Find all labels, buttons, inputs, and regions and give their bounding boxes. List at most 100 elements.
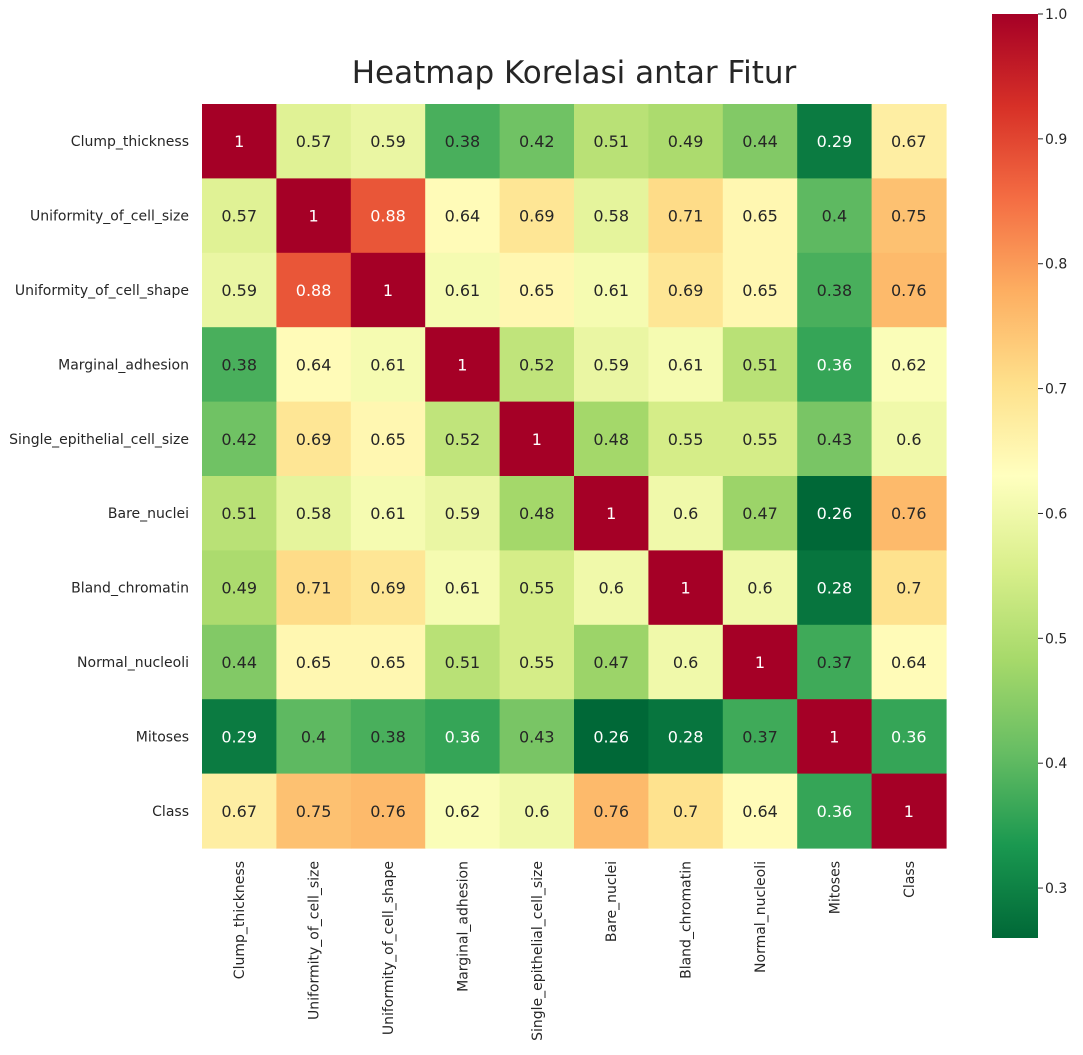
colorbar-tick-label: 0.4 bbox=[1045, 756, 1067, 772]
heatmap-cell bbox=[722, 476, 798, 551]
heatmap-cell bbox=[722, 773, 798, 849]
heatmap-cell bbox=[276, 550, 352, 626]
cell-value-label: 0.61 bbox=[370, 504, 406, 523]
colorbar-tick-label: 0.5 bbox=[1045, 631, 1067, 647]
cell-value-label: 0.69 bbox=[668, 281, 704, 300]
heatmap-cell bbox=[871, 773, 947, 849]
cell-value-label: 0.7 bbox=[896, 579, 921, 598]
cell-value-label: 0.69 bbox=[370, 579, 406, 598]
heatmap-cell bbox=[871, 104, 947, 179]
heatmap-cell bbox=[425, 773, 501, 849]
heatmap-cell bbox=[499, 104, 575, 179]
heatmap-cell bbox=[425, 104, 501, 179]
heatmap-cell bbox=[202, 476, 277, 551]
cell-value-label: 0.28 bbox=[817, 579, 853, 598]
cell-value-label: 0.57 bbox=[221, 207, 257, 226]
heatmap-cell bbox=[276, 624, 352, 700]
heatmap-cell bbox=[276, 104, 352, 179]
colorbar-tick-label: 0.8 bbox=[1045, 257, 1067, 273]
heatmap-cell bbox=[425, 699, 501, 775]
row-label: Bare_nuclei bbox=[108, 506, 189, 522]
heatmap-cell bbox=[722, 178, 798, 254]
cell-value-label: 0.44 bbox=[742, 132, 778, 151]
heatmap-cell bbox=[499, 327, 575, 403]
heatmap-cell bbox=[797, 252, 873, 328]
cell-value-label: 0.61 bbox=[370, 355, 406, 374]
cell-value-label: 0.61 bbox=[593, 281, 629, 300]
cell-value-label: 0.62 bbox=[445, 802, 481, 821]
cell-value-label: 0.51 bbox=[593, 132, 629, 151]
heatmap-cell bbox=[202, 773, 277, 849]
heatmap-cell bbox=[499, 699, 575, 775]
cell-value-label: 0.43 bbox=[817, 430, 853, 449]
cell-value-label: 0.7 bbox=[673, 802, 698, 821]
cell-value-label: 0.6 bbox=[524, 802, 549, 821]
cell-value-label: 0.65 bbox=[370, 430, 406, 449]
heatmap-cell bbox=[648, 178, 724, 254]
heatmap-cell bbox=[722, 624, 798, 700]
heatmap-cell bbox=[648, 624, 724, 700]
cell-value-label: 0.42 bbox=[221, 430, 257, 449]
column-label: Marginal_adhesion bbox=[455, 861, 471, 992]
cell-value-label: 0.76 bbox=[370, 802, 406, 821]
heatmap-cell bbox=[648, 699, 724, 775]
chart-title: Heatmap Korelasi antar Fitur bbox=[352, 55, 797, 91]
heatmap-cell bbox=[276, 252, 352, 328]
cell-value-label: 1 bbox=[234, 132, 244, 151]
heatmap-cell bbox=[797, 699, 873, 775]
cell-value-label: 0.6 bbox=[673, 504, 698, 523]
colorbar-tick-label: 0.7 bbox=[1045, 382, 1067, 398]
heatmap-cell bbox=[574, 401, 649, 477]
row-label: Clump_thickness bbox=[71, 134, 189, 150]
colorbar: 0.3 0.4 0.5 0.6 0.7 0.8 0.9 1.0 bbox=[992, 7, 1067, 938]
cell-value-label: 1 bbox=[904, 802, 914, 821]
heatmap-cell bbox=[797, 476, 873, 551]
cell-value-label: 0.49 bbox=[668, 132, 704, 151]
cell-value-label: 0.48 bbox=[593, 430, 629, 449]
cell-value-label: 0.62 bbox=[891, 355, 927, 374]
cell-value-label: 0.59 bbox=[370, 132, 406, 151]
cell-value-label: 0.29 bbox=[817, 132, 853, 151]
heatmap-cells: 1 0.57 0.59 0.38 0.42 0.51 0.49 0.44 0.29 0.67 0.5… bbox=[202, 104, 947, 849]
heatmap-cell bbox=[202, 178, 277, 254]
cell-value-label: 0.47 bbox=[593, 653, 629, 672]
cell-value-label: 0.36 bbox=[817, 355, 853, 374]
cell-value-label: 0.6 bbox=[747, 579, 772, 598]
heatmap-cell bbox=[871, 624, 947, 700]
heatmap-cell bbox=[276, 773, 352, 849]
cell-value-label: 1 bbox=[829, 727, 839, 746]
cell-value-label: 0.88 bbox=[296, 281, 332, 300]
heatmap-cell bbox=[499, 476, 575, 551]
heatmap-cell bbox=[202, 327, 277, 403]
heatmap-cell bbox=[350, 178, 426, 254]
heatmap-cell bbox=[425, 476, 501, 551]
heatmap-cell bbox=[499, 773, 575, 849]
heatmap-cell bbox=[202, 252, 277, 328]
cell-value-label: 0.64 bbox=[742, 802, 778, 821]
cell-value-label: 0.51 bbox=[742, 355, 778, 374]
heatmap-cell bbox=[425, 550, 501, 626]
cell-value-label: 0.76 bbox=[891, 281, 927, 300]
heatmap-cell bbox=[499, 624, 575, 700]
heatmap-cell bbox=[797, 624, 873, 700]
cell-value-label: 1 bbox=[681, 579, 691, 598]
heatmap-cell bbox=[276, 476, 352, 551]
heatmap-cell bbox=[722, 327, 798, 403]
row-label: Normal_nucleoli bbox=[77, 655, 189, 671]
cell-value-label: 0.61 bbox=[445, 281, 481, 300]
heatmap-cell bbox=[722, 550, 798, 626]
heatmap-cell bbox=[797, 401, 873, 477]
cell-value-label: 1 bbox=[309, 207, 319, 226]
cell-value-label: 0.59 bbox=[593, 355, 629, 374]
heatmap-cell bbox=[574, 104, 649, 179]
heatmap-cell bbox=[276, 401, 352, 477]
column-labels: Clump_thickness Uniformity_of_cell_size Un… bbox=[232, 861, 918, 1041]
heatmap-cell bbox=[871, 550, 947, 626]
heatmap-cell bbox=[871, 178, 947, 254]
heatmap-cell bbox=[350, 476, 426, 551]
heatmap-cell bbox=[425, 327, 501, 403]
cell-value-label: 0.55 bbox=[519, 653, 555, 672]
colorbar-tick-label: 0.3 bbox=[1045, 881, 1067, 897]
cell-value-label: 0.36 bbox=[445, 727, 481, 746]
